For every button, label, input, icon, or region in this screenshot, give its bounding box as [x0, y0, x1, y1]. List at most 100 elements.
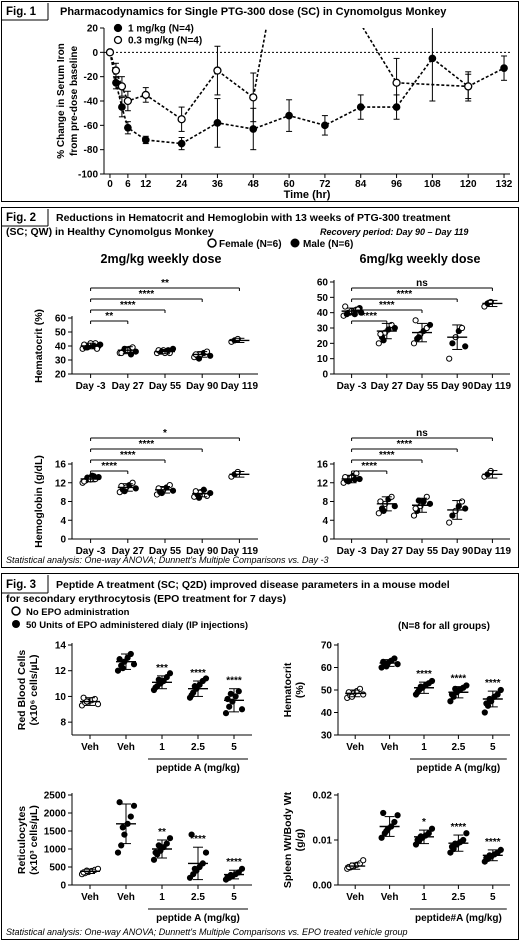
data-point: [188, 692, 195, 699]
data-point: [458, 324, 466, 332]
y-tick-label: 8: [60, 718, 66, 729]
y-tick-label: 40: [317, 308, 329, 319]
significance-label: ****: [451, 674, 467, 685]
comparison-label: ****: [379, 450, 395, 461]
fig1-title: Pharmacodynamics for Single PTG-300 dose…: [60, 6, 447, 18]
data-point: [130, 661, 138, 668]
x-tick-label: 1: [421, 892, 427, 903]
x-tick-label: 1: [421, 742, 427, 753]
data-point: [449, 512, 456, 519]
data-point: [458, 498, 466, 505]
x-tick-label: Day -3: [76, 546, 106, 557]
fig1-y-tick-label: -60: [84, 121, 99, 132]
fig1-label: Fig. 1: [6, 6, 37, 18]
significance-label: ****: [226, 676, 242, 687]
y-tick-label: 60: [317, 278, 329, 289]
data-point: [425, 830, 432, 837]
fig1-data-point: [213, 66, 222, 75]
x-tick-label: Day 55: [149, 381, 182, 392]
fig1-data-point: [428, 54, 437, 63]
x-tick-label: Day 55: [149, 546, 182, 557]
y-tick-label: 12: [55, 478, 67, 489]
x-tick-label: 1: [159, 892, 165, 903]
data-point: [375, 510, 382, 517]
dose-6mg-title: 6mg/kg weekly dose: [360, 252, 481, 266]
fig1-x-tick-label: 48: [248, 179, 260, 190]
y-tick-label: 60: [55, 314, 67, 325]
x-tick-label: Day -3: [337, 546, 367, 557]
fig1-data-point: [500, 64, 508, 73]
y-tick-label: 4: [60, 516, 66, 527]
fig1-panel: Fig. 1 Pharmacodynamics for Single PTG-3…: [1, 1, 519, 202]
comparison-label: ****: [139, 439, 155, 450]
group-label: peptide A (mg/kg): [156, 913, 240, 924]
x-tick-label: 5: [490, 892, 496, 903]
x-tick-label: Veh: [81, 742, 99, 753]
y-tick-label: 12: [55, 666, 67, 677]
y-axis-title-line: Hematocrit: [282, 662, 294, 717]
x-tick-label: 5: [231, 892, 237, 903]
data-point: [463, 830, 470, 837]
x-tick-label: Veh: [81, 892, 99, 903]
fig3-label: Fig. 3: [6, 579, 36, 591]
fig1-y-axis-title-line: % Change in Serum Iron: [56, 43, 67, 159]
fig3-title-line1: Peptide A treatment (SC; Q2D) improved d…: [56, 579, 450, 591]
data-point: [94, 701, 102, 708]
significance-label: ****: [190, 834, 206, 845]
y-tick-label: 40: [55, 342, 67, 353]
data-point: [163, 840, 170, 847]
data-point: [155, 842, 162, 849]
data-point: [155, 676, 162, 683]
y-tick-label: 30: [321, 731, 333, 742]
fig2-hct-2mg-chart: 20 30 40 50 60 Day -3 Day 27 Day 55 Day 90 Day 11…: [33, 278, 258, 392]
x-tick-label: Veh: [346, 742, 364, 753]
fig1-data-point: [141, 90, 150, 100]
fig3-border: [1, 573, 519, 940]
comparison-label: *: [163, 428, 167, 439]
y-tick-label: 40: [321, 708, 333, 719]
significance-label: ***: [156, 663, 168, 674]
fig1-y-tick-label: -100: [78, 170, 98, 181]
fig1-data-point: [356, 103, 365, 111]
legend-female-marker: [207, 238, 217, 248]
fig1-data-point: [111, 66, 121, 75]
data-point: [412, 505, 419, 512]
data-point: [166, 670, 174, 677]
fig3-retic-chart: 0 500 1000 1500 2000 2500 Veh Veh 1 2.5 5 Reticuloc…: [16, 791, 252, 924]
legend-no-epo-marker: [11, 606, 21, 616]
data-point: [235, 688, 242, 695]
fig3-spleen-chart: 0.00 0.01 0.02 Veh Veh 1 2.5 5 Spleen Wt/Body Wt…: [282, 791, 510, 924]
fig1-x-tick-label: 120: [460, 179, 477, 190]
data-point: [202, 849, 210, 856]
x-tick-label: Day 119: [474, 381, 512, 392]
data-point: [446, 355, 453, 362]
data-point: [238, 865, 246, 872]
data-point: [222, 710, 230, 717]
y-tick-label: 16: [317, 460, 329, 471]
fig1-data-point: [285, 111, 293, 120]
group-label: peptide#A (mg/kg): [415, 913, 502, 924]
x-tick-label: Veh: [381, 892, 399, 903]
data-point: [166, 835, 174, 842]
y-tick-label: 20: [55, 370, 67, 381]
x-tick-label: Veh: [381, 742, 399, 753]
fig1-series-group: [105, 28, 508, 151]
data-point: [114, 849, 122, 856]
fig1-data-point: [177, 115, 186, 124]
x-tick-label: Day 119: [221, 546, 259, 557]
y-tick-label: 70: [321, 641, 333, 652]
data-point: [426, 321, 434, 329]
data-point: [463, 682, 470, 689]
fig1-chart: 20 0 -20 -40 -60 -80 -100 0 6 12 24 36 48 60 72 84 96 108…: [56, 24, 513, 202]
data-point: [447, 698, 454, 705]
fig2-label: Fig. 2: [6, 212, 36, 224]
legend-male-label: Male (N=6): [303, 239, 353, 250]
data-point: [152, 849, 159, 856]
fig1-y-tick-label: -80: [84, 145, 99, 156]
data-point: [391, 655, 398, 662]
fig1-data-point: [213, 119, 222, 127]
data-point: [375, 340, 382, 347]
data-point: [415, 334, 422, 341]
y-tick-label: 2500: [44, 791, 67, 802]
